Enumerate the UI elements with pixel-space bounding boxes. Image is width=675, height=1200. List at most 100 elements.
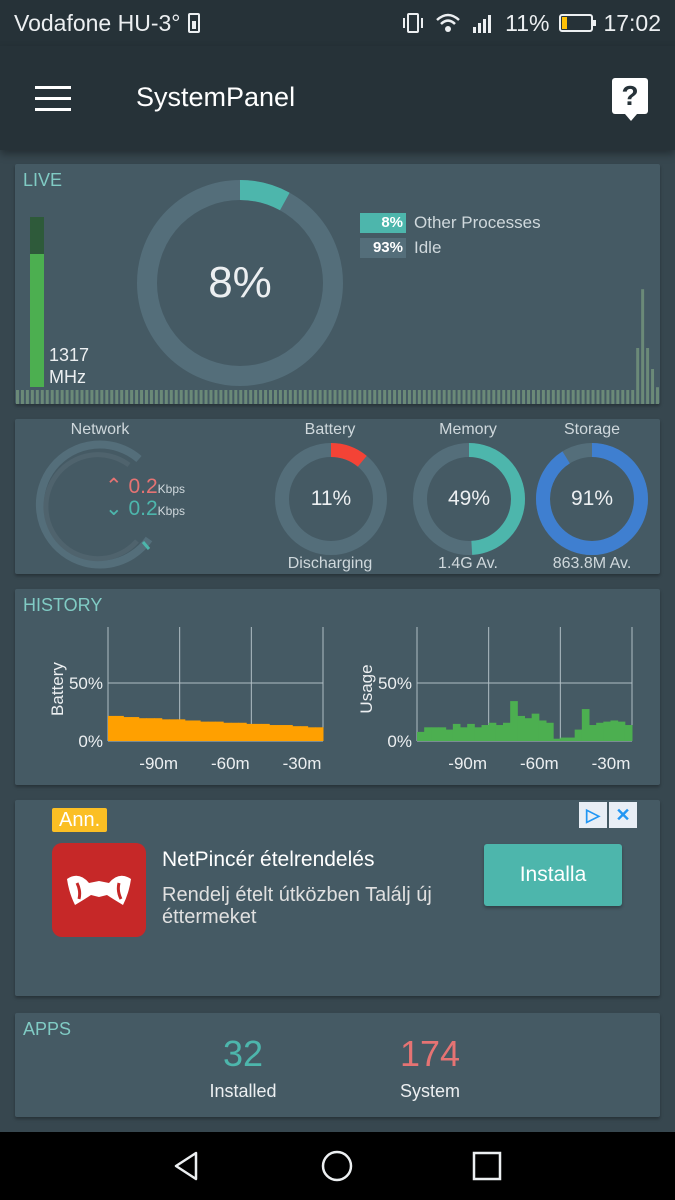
ad-choices[interactable]: ▷ ✕ xyxy=(579,802,637,828)
carrier-name: Vodafone HU-3° xyxy=(14,9,181,36)
cpu-history-bar xyxy=(189,390,193,404)
history-bar xyxy=(495,725,504,741)
recents-icon[interactable] xyxy=(470,1149,504,1183)
cpu-history-bar xyxy=(452,390,456,404)
history-bar xyxy=(596,722,604,741)
cpu-history-bar xyxy=(487,390,491,404)
cpu-history-bar xyxy=(149,390,153,404)
cpu-history-bar xyxy=(184,390,188,404)
network-upload-value: 0.2 xyxy=(128,475,158,498)
system-count: 174 xyxy=(399,1033,461,1074)
cpu-history-bar xyxy=(358,390,362,404)
cpu-history-bar xyxy=(422,390,426,404)
history-bar xyxy=(261,723,270,741)
history-bar xyxy=(253,723,263,741)
cpu-history-bar xyxy=(502,390,506,404)
history-bar xyxy=(431,727,439,741)
legend-label: Idle xyxy=(414,237,442,257)
back-icon[interactable] xyxy=(170,1149,204,1183)
ad-description: Rendelj ételt útközben Találj új étterme… xyxy=(162,884,432,928)
cpu-history-bar xyxy=(497,390,501,404)
cpu-history-bar xyxy=(318,390,322,404)
cpu-history-bar xyxy=(388,390,392,404)
cpu-history-bar xyxy=(199,390,203,404)
home-icon[interactable] xyxy=(320,1149,354,1183)
cpu-history-bar xyxy=(115,390,119,404)
history-bar xyxy=(192,720,201,741)
cpu-history-bar xyxy=(140,390,143,404)
cpu-history-bar xyxy=(254,390,258,404)
ad-card[interactable]: Ann. ▷ ✕ NetPincér ételrendelés Rendelj … xyxy=(15,800,660,996)
cpu-history-bar xyxy=(403,390,406,404)
ad-app-icon[interactable] xyxy=(52,843,146,937)
history-bar xyxy=(200,721,209,741)
cpu-history-bar xyxy=(566,390,570,404)
history-bar xyxy=(315,727,324,741)
history-bar xyxy=(115,715,124,741)
history-bar xyxy=(553,738,561,741)
cpu-history-bar xyxy=(239,390,243,404)
cpu-history-bar xyxy=(551,390,555,404)
history-bar xyxy=(307,727,316,741)
battery-ring xyxy=(275,443,387,555)
live-card[interactable]: LIVE 1317 MHz 8% 8% Other Processes 93% … xyxy=(15,164,660,404)
cpu-history-bar xyxy=(407,390,411,404)
history-charts: Battery 50%0%-90m -60m -30m Usage 50%0%-90m -… xyxy=(48,627,633,773)
battery-icon xyxy=(559,14,597,32)
cpu-history-bar xyxy=(313,390,317,404)
cpu-history-bar xyxy=(373,390,377,404)
cpu-history-bar xyxy=(298,390,302,404)
battery-history-chart: Battery 50% 0% -90m -60m -30m xyxy=(48,627,324,773)
cpu-history-bar xyxy=(65,390,69,404)
cpu-history-bar xyxy=(259,390,263,404)
menu-icon[interactable] xyxy=(35,86,71,112)
history-bar xyxy=(169,719,178,741)
history-bar xyxy=(230,722,240,741)
history-bar xyxy=(624,725,633,741)
cpu-history-bar xyxy=(532,390,535,404)
app-title: SystemPanel xyxy=(136,82,296,112)
ad-choices-icon[interactable]: ▷ xyxy=(579,802,607,828)
cpu-history-bar xyxy=(442,390,446,404)
history-bar xyxy=(424,727,432,741)
cpu-history-bar xyxy=(601,390,605,404)
history-bar xyxy=(474,727,482,741)
cpu-history-bar xyxy=(125,390,129,404)
ad-close-icon[interactable]: ✕ xyxy=(609,802,637,828)
cpu-history-bar xyxy=(20,390,24,404)
installed-apps[interactable]: 32 Installed xyxy=(173,1033,313,1102)
cpu-history-bar xyxy=(556,390,560,404)
system-apps[interactable]: 174 System xyxy=(360,1033,500,1102)
cpu-history-bar xyxy=(169,390,173,404)
cpu-history-bar xyxy=(363,390,367,404)
cpu-history-bar xyxy=(591,390,595,404)
history-bar xyxy=(246,723,255,741)
storage-value: 91% xyxy=(570,487,614,510)
help-icon[interactable]: ? xyxy=(612,78,648,121)
history-bar xyxy=(177,719,186,741)
cpu-frequency-value: 1317 xyxy=(49,345,90,365)
cpu-frequency-unit: MHz xyxy=(49,367,86,387)
cpu-history-bar xyxy=(179,390,183,404)
cpu-history-bar xyxy=(462,390,466,404)
history-bar xyxy=(154,718,163,741)
history-bar xyxy=(538,720,547,741)
history-bar xyxy=(581,709,590,741)
cpu-history-bar xyxy=(536,390,540,404)
network-download: ⌄ 0.2Kbps xyxy=(105,496,185,521)
cpu-history-bar xyxy=(288,390,292,404)
cpu-history-bar xyxy=(611,390,615,404)
cpu-history-bar xyxy=(130,390,134,404)
cpu-history-bar xyxy=(586,390,590,404)
cpu-history-bar xyxy=(641,289,645,404)
history-bar xyxy=(617,721,626,741)
arrow-up-icon: ⌃ xyxy=(105,475,123,498)
apps-card[interactable]: APPS 32 Installed 174 System xyxy=(15,1013,660,1117)
history-bar xyxy=(589,725,597,741)
cpu-history-bar xyxy=(631,390,635,404)
cpu-history-bar xyxy=(224,390,228,404)
history-card[interactable]: HISTORY Battery 50% 0% -90m -60m -30m Usage 50… xyxy=(15,589,660,785)
stats-card[interactable]: Network ⌃ 0.2Kbps ⌄ 0.2Kbps Battery 11% … xyxy=(15,419,660,574)
cpu-history-bar xyxy=(636,348,640,404)
install-button[interactable]: Installa xyxy=(484,844,622,906)
